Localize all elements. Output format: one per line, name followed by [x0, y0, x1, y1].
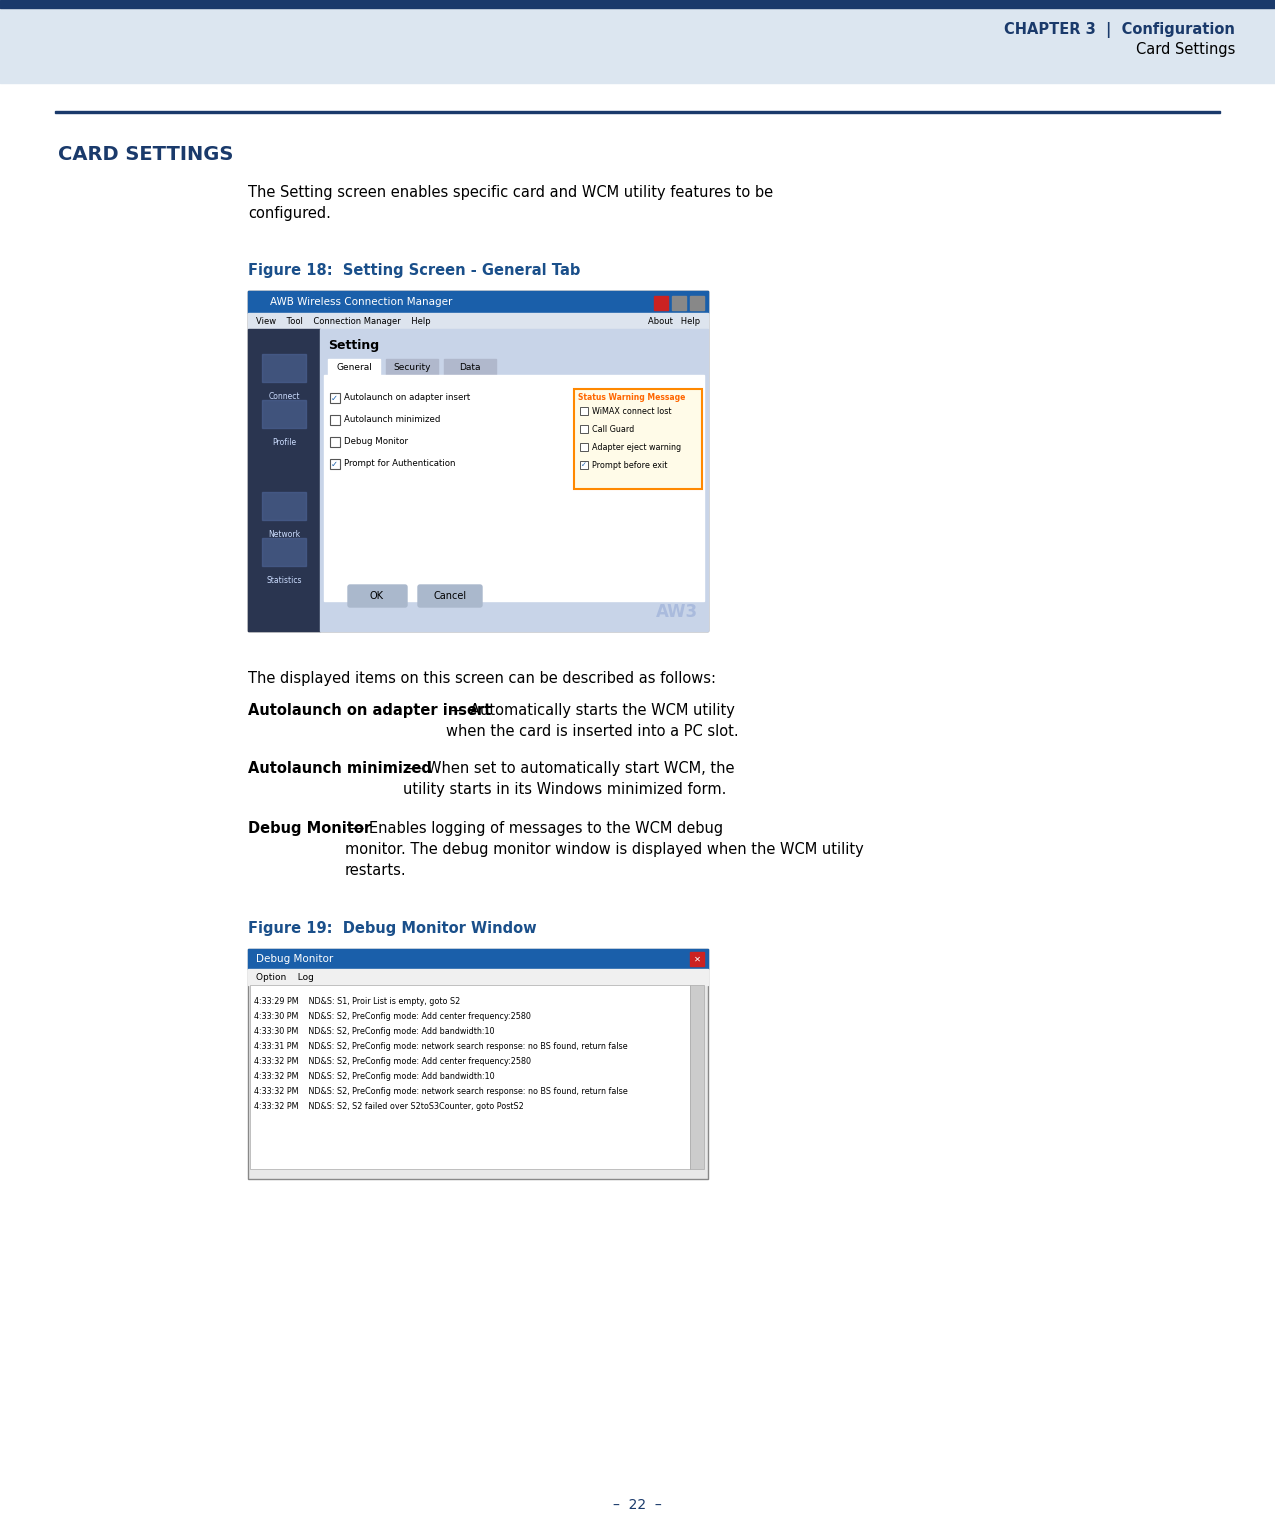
- Bar: [580, 443, 588, 450]
- Bar: [324, 375, 704, 601]
- Text: Security: Security: [393, 363, 431, 371]
- Text: Autolaunch minimized: Autolaunch minimized: [344, 415, 440, 424]
- Text: General: General: [337, 363, 372, 371]
- Text: Network: Network: [268, 530, 300, 539]
- Text: View    Tool    Connection Manager    Help: View Tool Connection Manager Help: [256, 317, 431, 325]
- Bar: [249, 970, 708, 985]
- Bar: [574, 389, 703, 489]
- Text: Data: Data: [459, 363, 481, 371]
- Text: Setting: Setting: [328, 339, 379, 352]
- Bar: [330, 415, 340, 424]
- Bar: [249, 291, 708, 313]
- Text: Autolaunch on adapter insert: Autolaunch on adapter insert: [344, 394, 470, 403]
- Bar: [250, 985, 690, 1169]
- Bar: [0, 0, 1275, 8]
- Bar: [0, 8, 1275, 83]
- Bar: [672, 296, 686, 309]
- Text: 4:33:32 PM    ND&S: S2, PreConfig mode: Add center frequency:2580: 4:33:32 PM ND&S: S2, PreConfig mode: Add…: [254, 1057, 530, 1066]
- Text: 4:33:31 PM    ND&S: S2, PreConfig mode: network search response: no BS found, re: 4:33:31 PM ND&S: S2, PreConfig mode: net…: [254, 1042, 627, 1051]
- Bar: [55, 110, 1220, 113]
- Text: Profile: Profile: [272, 438, 296, 447]
- Text: AW3: AW3: [655, 604, 697, 620]
- Text: ✓: ✓: [332, 460, 338, 469]
- Bar: [249, 948, 708, 1180]
- Bar: [444, 358, 496, 375]
- Text: CARD SETTINGS: CARD SETTINGS: [57, 146, 233, 164]
- Bar: [261, 400, 306, 427]
- Bar: [580, 461, 588, 469]
- Text: ✕: ✕: [694, 954, 700, 964]
- Text: Option    Log: Option Log: [256, 973, 314, 982]
- Text: –  22  –: – 22 –: [612, 1498, 662, 1512]
- Bar: [330, 437, 340, 447]
- FancyBboxPatch shape: [348, 585, 407, 607]
- Text: CHAPTER 3  |  Configuration: CHAPTER 3 | Configuration: [1005, 21, 1235, 37]
- Text: — Enables logging of messages to the WCM debug
monitor. The debug monitor window: — Enables logging of messages to the WCM…: [346, 821, 863, 878]
- Text: 4:33:30 PM    ND&S: S2, PreConfig mode: Add bandwidth:10: 4:33:30 PM ND&S: S2, PreConfig mode: Add…: [254, 1026, 495, 1036]
- Text: OK: OK: [370, 591, 384, 601]
- Text: Connect: Connect: [268, 392, 300, 401]
- Text: Cancel: Cancel: [434, 591, 467, 601]
- Bar: [249, 291, 708, 631]
- Text: 4:33:32 PM    ND&S: S2, PreConfig mode: network search response: no BS found, re: 4:33:32 PM ND&S: S2, PreConfig mode: net…: [254, 1088, 627, 1095]
- Bar: [249, 313, 708, 329]
- Text: Prompt for Authentication: Prompt for Authentication: [344, 460, 455, 469]
- Text: Autolaunch minimized: Autolaunch minimized: [249, 761, 432, 777]
- Bar: [320, 329, 708, 631]
- Bar: [690, 296, 704, 309]
- Text: Debug Monitor: Debug Monitor: [256, 954, 333, 964]
- Bar: [330, 460, 340, 469]
- Text: WiMAX connect lost: WiMAX connect lost: [592, 406, 672, 415]
- Bar: [386, 358, 439, 375]
- Bar: [580, 408, 588, 415]
- Text: Figure 18:  Setting Screen - General Tab: Figure 18: Setting Screen - General Tab: [249, 264, 580, 277]
- Text: 4:33:32 PM    ND&S: S2, PreConfig mode: Add bandwidth:10: 4:33:32 PM ND&S: S2, PreConfig mode: Add…: [254, 1072, 495, 1082]
- Bar: [261, 538, 306, 565]
- Text: Status Warning Message: Status Warning Message: [578, 394, 686, 401]
- Text: Debug Monitor: Debug Monitor: [344, 438, 408, 446]
- Text: AWB Wireless Connection Manager: AWB Wireless Connection Manager: [270, 297, 453, 306]
- Bar: [249, 329, 320, 631]
- Text: — When set to automatically start WCM, the
utility starts in its Windows minimiz: — When set to automatically start WCM, t…: [403, 761, 734, 797]
- Bar: [580, 424, 588, 434]
- Text: About   Help: About Help: [648, 317, 700, 325]
- Text: ✓: ✓: [581, 463, 586, 467]
- Text: 4:33:32 PM    ND&S: S2, S2 failed over S2toS3Counter, goto PostS2: 4:33:32 PM ND&S: S2, S2 failed over S2to…: [254, 1102, 524, 1111]
- Text: Prompt before exit: Prompt before exit: [592, 461, 667, 469]
- FancyBboxPatch shape: [418, 585, 482, 607]
- Bar: [330, 394, 340, 403]
- Bar: [249, 948, 708, 970]
- Bar: [690, 985, 704, 1169]
- Bar: [690, 951, 704, 967]
- Text: 4:33:30 PM    ND&S: S2, PreConfig mode: Add center frequency:2580: 4:33:30 PM ND&S: S2, PreConfig mode: Add…: [254, 1013, 530, 1020]
- Text: — Automatically starts the WCM utility
when the card is inserted into a PC slot.: — Automatically starts the WCM utility w…: [446, 703, 738, 738]
- Text: 4:33:29 PM    ND&S: S1, Proir List is empty, goto S2: 4:33:29 PM ND&S: S1, Proir List is empty…: [254, 997, 460, 1007]
- Text: The displayed items on this screen can be described as follows:: The displayed items on this screen can b…: [249, 671, 717, 686]
- Text: Call Guard: Call Guard: [592, 424, 634, 434]
- Text: Figure 19:  Debug Monitor Window: Figure 19: Debug Monitor Window: [249, 921, 537, 936]
- Text: Statistics: Statistics: [266, 576, 302, 585]
- Text: Debug Monitor: Debug Monitor: [249, 821, 371, 836]
- Text: Card Settings: Card Settings: [1136, 41, 1235, 57]
- Bar: [261, 492, 306, 519]
- Text: ✓: ✓: [332, 394, 338, 403]
- Text: Adapter eject warning: Adapter eject warning: [592, 443, 681, 452]
- Bar: [261, 354, 306, 381]
- Bar: [328, 358, 380, 375]
- Text: The Setting screen enables specific card and WCM utility features to be
configur: The Setting screen enables specific card…: [249, 185, 773, 221]
- Bar: [654, 296, 668, 309]
- Text: Autolaunch on adapter insert: Autolaunch on adapter insert: [249, 703, 491, 719]
